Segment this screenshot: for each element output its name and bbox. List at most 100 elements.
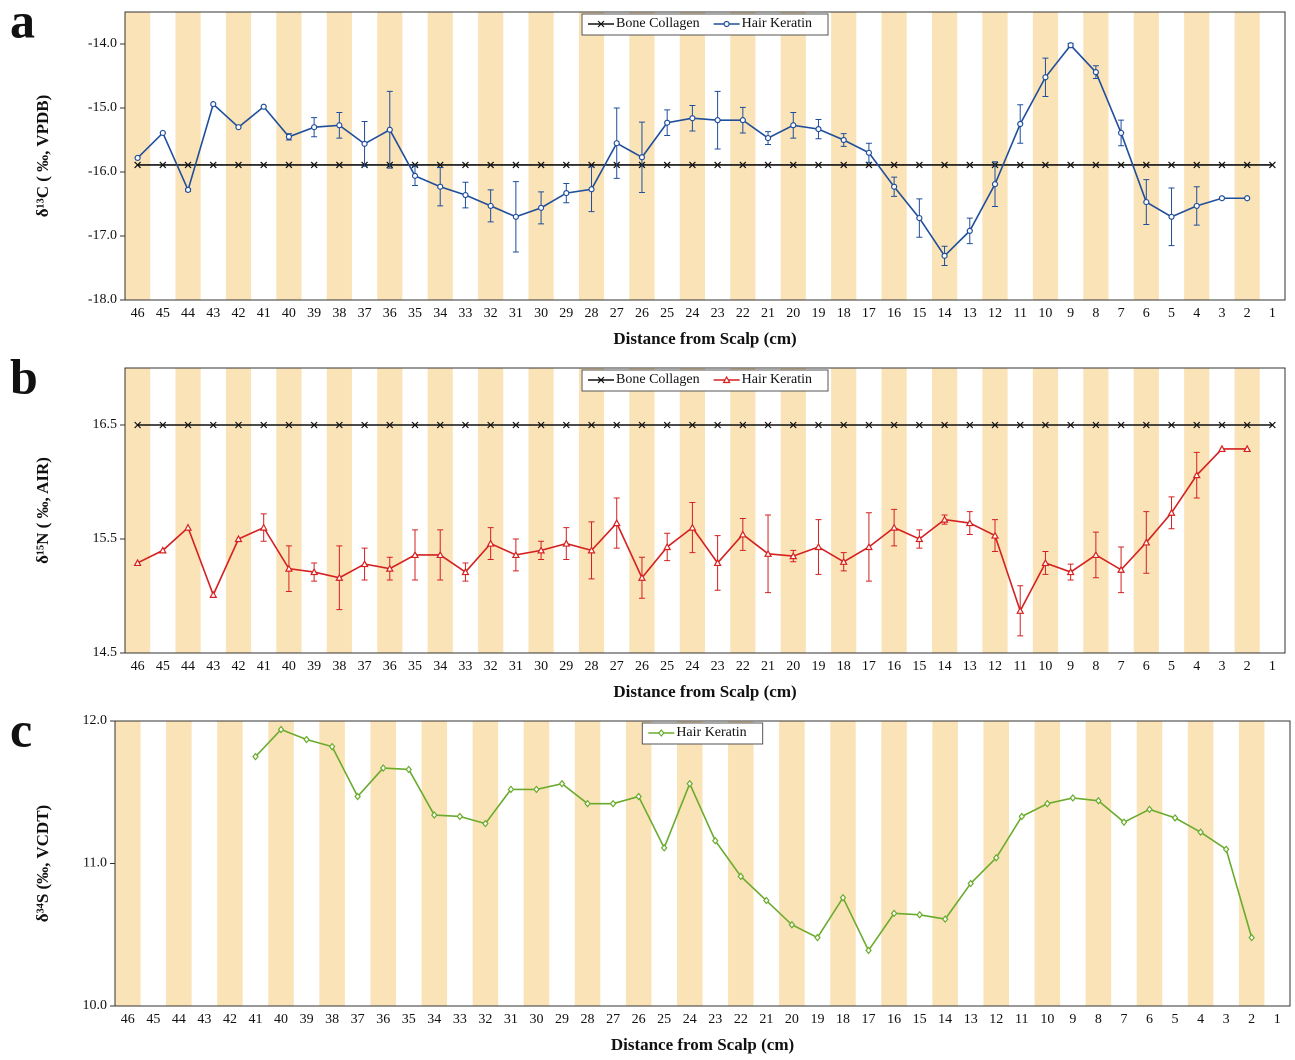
x-tick-label: 6 xyxy=(1143,306,1150,321)
marker xyxy=(992,853,1000,862)
marker xyxy=(916,910,923,919)
marker xyxy=(789,161,797,169)
series-line xyxy=(254,728,1253,953)
marker xyxy=(411,161,419,169)
marker xyxy=(310,161,318,169)
plot-frame xyxy=(124,367,1286,654)
marker xyxy=(184,186,192,194)
marker xyxy=(533,785,540,794)
marker xyxy=(688,161,696,169)
stripe xyxy=(779,721,805,1006)
marker xyxy=(966,227,973,234)
x-tick-label: 41 xyxy=(257,306,271,321)
x-tick-label: 37 xyxy=(351,1012,365,1027)
stripe xyxy=(1234,368,1260,653)
marker xyxy=(235,161,242,169)
marker xyxy=(360,559,369,568)
stripe xyxy=(1238,721,1265,1006)
marker xyxy=(839,893,847,902)
x-tick-label: 29 xyxy=(559,659,573,674)
marker xyxy=(235,124,242,131)
y-axis-title: δ¹⁵N ( ‰, AIR) xyxy=(33,457,52,564)
x-tick-label: 4 xyxy=(1193,659,1200,674)
marker xyxy=(1167,508,1176,516)
legend-marker xyxy=(658,729,665,737)
marker xyxy=(638,154,646,161)
x-tick-label: 10 xyxy=(1038,306,1052,321)
marker xyxy=(134,161,142,169)
marker xyxy=(638,421,646,429)
y-tick-label: 16.5 xyxy=(93,417,118,432)
marker xyxy=(436,550,445,559)
stripe xyxy=(679,12,705,300)
marker xyxy=(436,161,444,169)
stripe xyxy=(326,12,352,300)
marker xyxy=(967,879,974,888)
x-tick-label: 31 xyxy=(509,659,523,674)
x-tick-label: 45 xyxy=(146,1012,160,1027)
x-tick-label: 14 xyxy=(938,306,952,321)
marker xyxy=(965,518,974,527)
marker xyxy=(482,819,489,828)
stripe xyxy=(478,368,504,653)
y-tick-label: 15.5 xyxy=(93,531,118,546)
y-tick-label: -15.0 xyxy=(88,100,117,115)
stripe xyxy=(676,721,703,1006)
marker xyxy=(789,421,797,429)
stripe xyxy=(125,368,151,653)
x-tick-label: 8 xyxy=(1095,1012,1102,1027)
marker xyxy=(1117,565,1126,573)
marker xyxy=(1193,421,1201,429)
x-tick-label: 30 xyxy=(529,1012,543,1027)
marker xyxy=(405,765,413,774)
x-tick-label: 35 xyxy=(408,306,422,321)
marker xyxy=(1092,161,1100,169)
x-tick-label: 19 xyxy=(810,1012,824,1027)
legend-frame xyxy=(641,722,764,745)
x-tick-label: 13 xyxy=(963,306,977,321)
marker xyxy=(941,421,948,429)
marker xyxy=(839,557,848,565)
x-tick-label: 38 xyxy=(332,659,346,674)
x-tick-label: 34 xyxy=(433,659,447,674)
stripe xyxy=(881,12,907,300)
x-tick-label: 40 xyxy=(274,1012,288,1027)
marker xyxy=(1146,805,1153,814)
marker xyxy=(815,161,822,169)
x-tick-label: 18 xyxy=(836,1012,850,1027)
x-tick-label: 32 xyxy=(484,659,498,674)
y-axis-title: δ¹³C ( ‰, VPDB) xyxy=(33,95,52,218)
marker xyxy=(788,920,796,929)
x-tick-label: 9 xyxy=(1067,659,1074,674)
stripe xyxy=(528,368,554,653)
stripe xyxy=(268,721,294,1006)
marker xyxy=(688,421,696,429)
stripe xyxy=(523,721,550,1006)
legend-label: Hair Keratin xyxy=(676,725,746,740)
marker xyxy=(713,558,722,567)
x-tick-label: 39 xyxy=(300,1012,314,1027)
marker xyxy=(609,799,617,808)
marker xyxy=(990,531,1000,539)
x-tick-label: 4 xyxy=(1197,1012,1204,1027)
x-tick-label: 12 xyxy=(988,306,1002,321)
y-tick-label: 10.0 xyxy=(83,998,108,1013)
marker xyxy=(1217,444,1226,453)
marker xyxy=(159,129,166,137)
marker xyxy=(764,421,772,429)
marker xyxy=(158,546,167,554)
x-tick-label: 12 xyxy=(988,659,1002,674)
y-axis-title: δ³⁴S (‰, VCDT) xyxy=(33,805,52,922)
x-tick-label: 18 xyxy=(837,659,851,674)
marker xyxy=(1268,421,1276,429)
x-tick-label: 17 xyxy=(862,1012,876,1027)
marker xyxy=(764,161,772,169)
x-tick-label: 35 xyxy=(408,659,422,674)
x-tick-label: 26 xyxy=(635,659,649,674)
stripe xyxy=(730,368,756,653)
x-tick-label: 46 xyxy=(131,659,145,674)
marker xyxy=(437,183,444,190)
x-tick-label: 25 xyxy=(660,306,674,321)
x-tick-label: 36 xyxy=(376,1012,390,1027)
x-tick-label: 1 xyxy=(1269,659,1276,674)
